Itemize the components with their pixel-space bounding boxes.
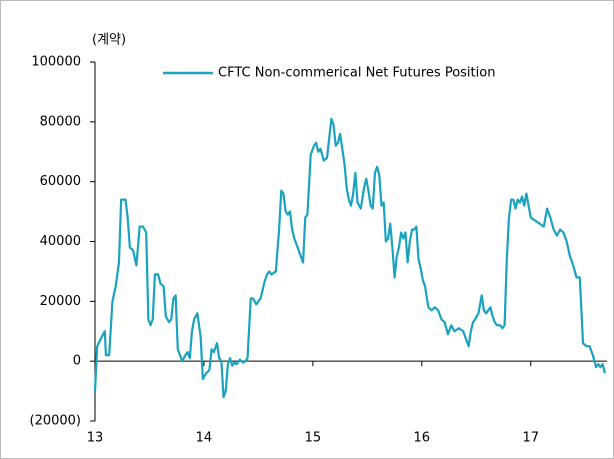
y-tick-label: 100000: [31, 55, 81, 70]
unit-label: (계약): [92, 33, 126, 48]
x-tick-label: 14: [196, 431, 213, 446]
x-tick-label: 15: [305, 431, 322, 446]
y-tick-label: 40000: [40, 234, 81, 249]
x-tick-label: 13: [87, 431, 104, 446]
data-line: [93, 117, 606, 399]
x-tick-label: 17: [522, 431, 539, 446]
y-tick-label: 20000: [40, 294, 81, 309]
y-tick-label: (20000): [30, 414, 82, 429]
x-tick-label: 16: [414, 431, 431, 446]
y-tick-label: 60000: [40, 174, 81, 189]
y-tick-label: 0: [73, 354, 81, 369]
y-tick-label: 80000: [40, 114, 81, 129]
legend-label: CFTC Non-commerical Net Futures Position: [218, 66, 495, 81]
